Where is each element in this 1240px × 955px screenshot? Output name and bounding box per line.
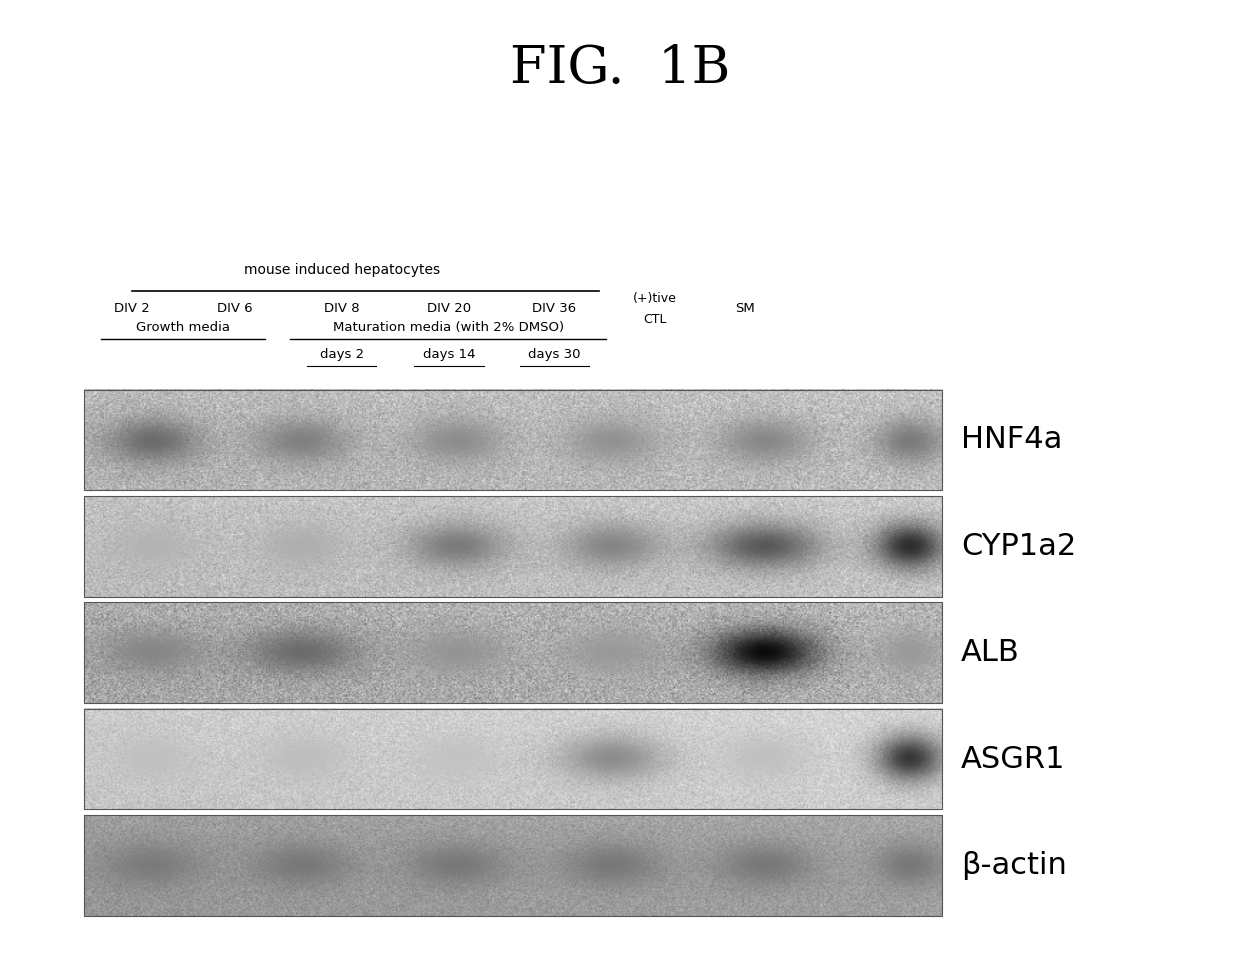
Text: days 14: days 14 <box>423 348 475 361</box>
Text: HNF4a: HNF4a <box>961 426 1063 455</box>
Text: CTL: CTL <box>644 313 667 327</box>
Bar <box>84 496 942 597</box>
Text: DIV 2: DIV 2 <box>114 302 149 315</box>
Text: days 30: days 30 <box>528 348 580 361</box>
Bar <box>84 390 942 490</box>
Text: β-actin: β-actin <box>961 851 1066 880</box>
Text: Maturation media (with 2% DMSO): Maturation media (with 2% DMSO) <box>332 321 564 334</box>
Text: ALB: ALB <box>961 638 1019 668</box>
Text: SM: SM <box>735 302 755 315</box>
Text: DIV 36: DIV 36 <box>532 302 577 315</box>
Text: (+)tive: (+)tive <box>632 292 677 306</box>
Text: ASGR1: ASGR1 <box>961 745 1065 774</box>
Text: CYP1a2: CYP1a2 <box>961 532 1076 561</box>
Text: DIV 8: DIV 8 <box>324 302 360 315</box>
Text: FIG.  1B: FIG. 1B <box>510 43 730 94</box>
Bar <box>84 709 942 810</box>
Bar <box>84 816 942 916</box>
Text: Growth media: Growth media <box>136 321 229 334</box>
Text: mouse induced hepatocytes: mouse induced hepatocytes <box>244 263 440 277</box>
Text: days 2: days 2 <box>320 348 363 361</box>
Text: DIV 20: DIV 20 <box>427 302 471 315</box>
Bar <box>84 603 942 703</box>
Text: DIV 6: DIV 6 <box>217 302 252 315</box>
